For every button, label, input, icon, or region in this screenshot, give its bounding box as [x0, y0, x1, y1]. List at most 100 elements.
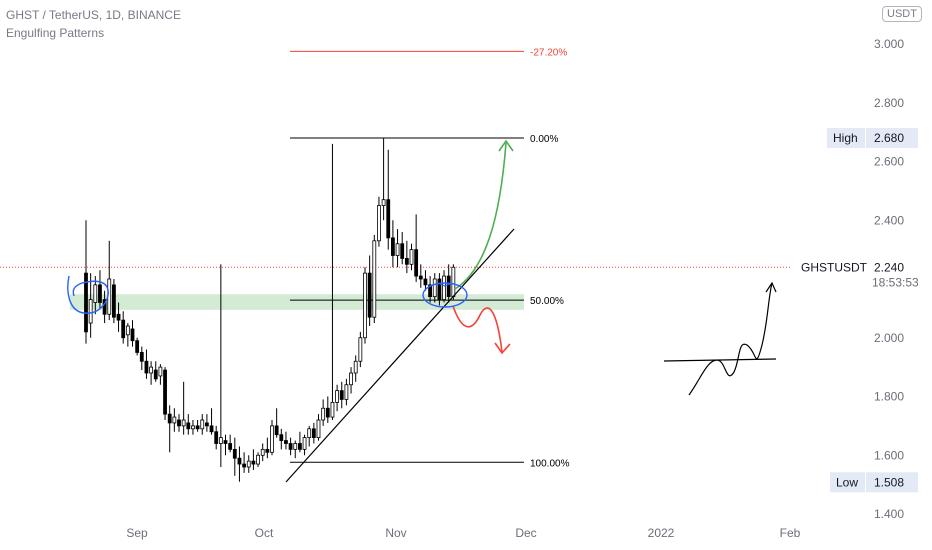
- candle: [395, 229, 400, 268]
- candle-body: [325, 407, 330, 418]
- candle-body: [153, 369, 158, 380]
- price-tick: 2.400: [874, 213, 904, 227]
- candle-body: [228, 443, 233, 450]
- candle: [390, 220, 395, 268]
- time-tick: Nov: [385, 526, 406, 540]
- candle: [349, 367, 353, 394]
- candle: [214, 425, 219, 450]
- low-label-bg: [830, 472, 865, 493]
- candle-body: [200, 419, 205, 430]
- candle-body: [112, 284, 116, 318]
- candle-body: [191, 425, 195, 430]
- candle-body: [186, 422, 191, 430]
- candle: [172, 408, 177, 432]
- blue-ellipse-right: [422, 282, 468, 308]
- candle: [112, 279, 116, 324]
- candle: [195, 420, 200, 432]
- candle-body: [390, 237, 395, 256]
- candle-body: [367, 272, 372, 318]
- fib-label: 50.00%: [530, 296, 564, 307]
- candle-body: [414, 249, 419, 277]
- candle: [404, 240, 409, 274]
- candle: [88, 273, 93, 338]
- price-tick: 2.800: [874, 96, 904, 110]
- candle: [372, 234, 377, 324]
- candle-body: [274, 425, 279, 436]
- candle: [409, 243, 414, 271]
- candle: [107, 240, 112, 321]
- candle: [265, 437, 270, 459]
- candle-body: [246, 460, 251, 468]
- candle: [204, 414, 209, 432]
- candle: [93, 276, 98, 315]
- candle-body: [335, 390, 340, 403]
- time-tick: Dec: [515, 526, 536, 540]
- trendline: [285, 228, 515, 483]
- candle-body: [451, 266, 456, 298]
- candle-body: [163, 369, 167, 415]
- candle-body: [344, 384, 349, 400]
- symbol-price-label: GHSTUSDT: [801, 260, 868, 274]
- candle-body: [386, 199, 391, 239]
- support-zone: [70, 294, 524, 310]
- candle-body: [321, 407, 326, 421]
- candle: [344, 378, 349, 406]
- candle-body: [316, 419, 321, 439]
- candle-body: [279, 434, 284, 441]
- candle-body: [251, 460, 256, 465]
- low-value: 1.508: [874, 475, 904, 489]
- candle-body: [116, 313, 121, 321]
- candle-body: [223, 440, 228, 444]
- candle: [442, 270, 446, 303]
- sketch-arrowhead: [765, 281, 777, 293]
- symbol-title: GHST / TetherUS, 1D, BINANCE: [6, 8, 181, 22]
- bearish-arrow: [452, 305, 503, 353]
- sketch-resistance: [663, 358, 777, 362]
- candle: [232, 437, 237, 476]
- candle-body: [214, 431, 219, 444]
- high-label: High: [833, 131, 858, 145]
- bearish-arrowhead: [494, 342, 511, 355]
- candle: [200, 414, 205, 435]
- candle: [330, 143, 335, 420]
- candle-body: [400, 243, 405, 259]
- candle: [163, 367, 167, 420]
- candle: [288, 437, 293, 456]
- candle: [297, 431, 302, 453]
- candle: [260, 443, 265, 462]
- candle: [274, 408, 279, 438]
- candle-body: [98, 284, 102, 303]
- candle: [386, 149, 391, 250]
- candle-body: [381, 199, 386, 206]
- candle-body: [256, 454, 260, 465]
- candle-body: [88, 299, 93, 324]
- candle-body: [144, 360, 149, 374]
- candle-body: [242, 463, 247, 468]
- candle: [381, 138, 386, 221]
- candle: [177, 414, 181, 432]
- candle-body: [84, 272, 88, 333]
- candle-body: [307, 428, 312, 439]
- candle: [125, 323, 130, 347]
- high-label-bg: [827, 128, 865, 148]
- candle: [423, 270, 428, 291]
- currency-button[interactable]: USDT: [882, 6, 922, 22]
- candle-body: [432, 278, 437, 298]
- candle: [358, 331, 363, 368]
- candle-body: [209, 425, 214, 433]
- bullish-arrowhead: [498, 139, 514, 152]
- candle: [116, 302, 121, 332]
- candle-body: [93, 284, 98, 303]
- candle-body: [363, 272, 367, 339]
- candle-body: [330, 401, 335, 418]
- candle: [307, 425, 312, 447]
- candle: [432, 273, 437, 303]
- candle: [135, 337, 140, 356]
- candle-body: [181, 419, 186, 427]
- candle-body: [135, 340, 140, 353]
- blue-circle-left: [67, 275, 109, 314]
- candle-body: [349, 372, 353, 386]
- candle-body: [428, 284, 433, 298]
- candle-body: [167, 413, 172, 424]
